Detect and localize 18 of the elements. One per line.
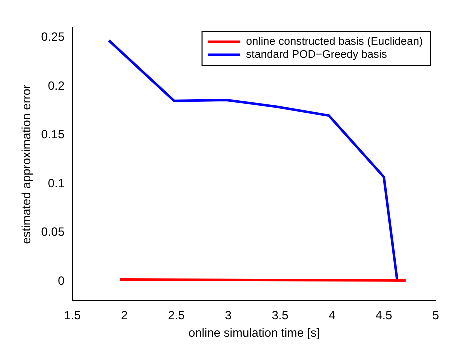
y-tick-label: 0 bbox=[58, 274, 66, 288]
legend-label: standard POD−Greedy basis bbox=[246, 49, 388, 62]
y-tick-label: 0.25 bbox=[41, 30, 66, 44]
y-tick-label: 0.2 bbox=[48, 78, 66, 93]
y-axis-title: estimated approximation error bbox=[20, 84, 34, 244]
x-tick-label: 3.5 bbox=[272, 308, 289, 323]
x-tick-label: 4.5 bbox=[376, 308, 393, 323]
x-tick-label: 1.5 bbox=[64, 308, 82, 323]
x-tick-label: 2 bbox=[121, 308, 128, 323]
x-tick-label: 5 bbox=[432, 308, 440, 323]
y-tick-label: 0.05 bbox=[41, 225, 66, 240]
x-axis-title: online simulation time [s] bbox=[188, 326, 320, 340]
y-tick-label: 0.15 bbox=[41, 128, 66, 142]
x-tick-label: 4 bbox=[328, 308, 336, 323]
x-tick-label: 2.5 bbox=[168, 308, 186, 323]
y-tick-label: 0.1 bbox=[48, 176, 66, 190]
x-tick-label: 3 bbox=[225, 308, 232, 323]
legend-label: online constructed basis (Euclidean) bbox=[246, 36, 424, 48]
